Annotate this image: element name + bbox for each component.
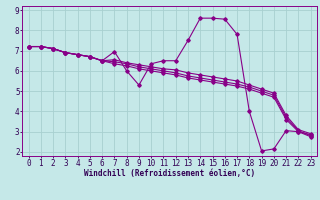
X-axis label: Windchill (Refroidissement éolien,°C): Windchill (Refroidissement éolien,°C) xyxy=(84,169,255,178)
